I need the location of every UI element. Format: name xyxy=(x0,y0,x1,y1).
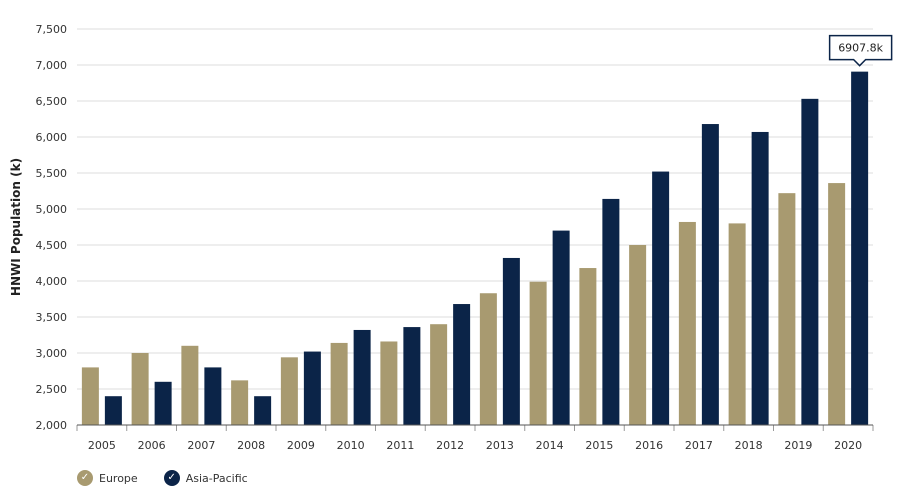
legend-item-asia-pacific[interactable]: ✓ Asia-Pacific xyxy=(163,470,248,486)
y-tick-label: 6,500 xyxy=(36,95,68,108)
bar-europe-2014[interactable] xyxy=(529,281,547,425)
y-tick-label: 2,500 xyxy=(36,383,68,396)
x-tick-label: 2011 xyxy=(386,439,414,452)
bar-europe-2016[interactable] xyxy=(629,245,647,425)
bar-asia-pacific-2020[interactable] xyxy=(851,71,869,425)
x-tick-label: 2015 xyxy=(585,439,613,452)
bar-asia-pacific-2019[interactable] xyxy=(801,98,819,425)
bar-asia-pacific-2018[interactable] xyxy=(751,131,769,425)
x-tick-label: 2005 xyxy=(88,439,116,452)
x-tick-label: 2013 xyxy=(486,439,514,452)
tooltip-label: 6907.8k xyxy=(838,42,883,55)
x-tick-label: 2006 xyxy=(138,439,166,452)
bar-europe-2013[interactable] xyxy=(479,293,497,425)
y-tick-label: 7,500 xyxy=(36,23,68,36)
bar-europe-2020[interactable] xyxy=(828,183,846,425)
bar-chart: 2,000 2,500 3,000 3,500 4,000 4,500 5,000 5,500… xyxy=(9,23,893,452)
y-tick-label: 5,000 xyxy=(36,203,68,216)
bar-europe-2010[interactable] xyxy=(330,342,348,425)
tooltip-box xyxy=(828,34,893,67)
bar-asia-pacific-2014[interactable] xyxy=(552,230,570,425)
x-tick-label: 2008 xyxy=(237,439,265,452)
bar-asia-pacific-2012[interactable] xyxy=(453,304,471,425)
bar-asia-pacific-2010[interactable] xyxy=(353,329,371,425)
bar-europe-2015[interactable] xyxy=(579,268,597,425)
bar-asia-pacific-2017[interactable] xyxy=(701,124,719,425)
bar-europe-2011[interactable] xyxy=(380,341,398,425)
bar-europe-2018[interactable] xyxy=(728,223,746,425)
x-tick-label: 2020 xyxy=(834,439,862,452)
x-tick-label: 2014 xyxy=(536,439,564,452)
bar-europe-2007[interactable] xyxy=(181,345,199,425)
y-axis-title: HNWI Population (k) xyxy=(9,158,23,296)
chart-legend: ✓ Europe ✓ Asia-Pacific xyxy=(77,470,248,486)
y-tick-label: 7,000 xyxy=(36,59,68,72)
legend-label-europe: Europe xyxy=(99,471,138,485)
bar-europe-2009[interactable] xyxy=(280,357,298,425)
bar-europe-2012[interactable] xyxy=(430,324,448,425)
x-tick-label: 2010 xyxy=(337,439,365,452)
y-tick-label: 3,500 xyxy=(36,311,68,324)
bar-asia-pacific-2005[interactable] xyxy=(104,396,122,425)
y-tick-label: 6,000 xyxy=(36,131,68,144)
bar-europe-2005[interactable] xyxy=(81,367,99,425)
y-tick-label: 4,000 xyxy=(36,275,68,288)
bar-asia-pacific-2016[interactable] xyxy=(652,171,670,425)
bar-asia-pacific-2008[interactable] xyxy=(254,396,272,425)
x-tick-label: 2012 xyxy=(436,439,464,452)
bar-europe-2008[interactable] xyxy=(231,380,249,425)
bar-asia-pacific-2009[interactable] xyxy=(303,351,321,425)
bar-asia-pacific-2007[interactable] xyxy=(204,367,222,425)
x-tick-label: 2017 xyxy=(685,439,713,452)
check-icon: ✓ xyxy=(77,470,93,486)
bar-asia-pacific-2013[interactable] xyxy=(502,257,520,425)
y-tick-label: 2,000 xyxy=(36,419,68,432)
x-tick-label: 2016 xyxy=(635,439,663,452)
x-tick-label: 2009 xyxy=(287,439,315,452)
bar-europe-2006[interactable] xyxy=(131,353,149,425)
y-tick-label: 3,000 xyxy=(36,347,68,360)
bar-europe-2019[interactable] xyxy=(778,193,796,425)
legend-label-asia-pacific: Asia-Pacific xyxy=(185,471,248,485)
x-tick-label: 2019 xyxy=(784,439,812,452)
x-tick-label: 2007 xyxy=(187,439,215,452)
bar-europe-2017[interactable] xyxy=(678,221,696,425)
x-tick-label: 2018 xyxy=(735,439,763,452)
bar-asia-pacific-2015[interactable] xyxy=(602,198,620,425)
check-icon: ✓ xyxy=(163,470,180,486)
bar-asia-pacific-2006[interactable] xyxy=(154,381,172,425)
legend-item-europe[interactable]: ✓ Europe xyxy=(77,470,138,486)
bar-asia-pacific-2011[interactable] xyxy=(403,327,421,425)
y-tick-label: 4,500 xyxy=(36,239,68,252)
y-tick-label: 5,500 xyxy=(36,167,68,180)
